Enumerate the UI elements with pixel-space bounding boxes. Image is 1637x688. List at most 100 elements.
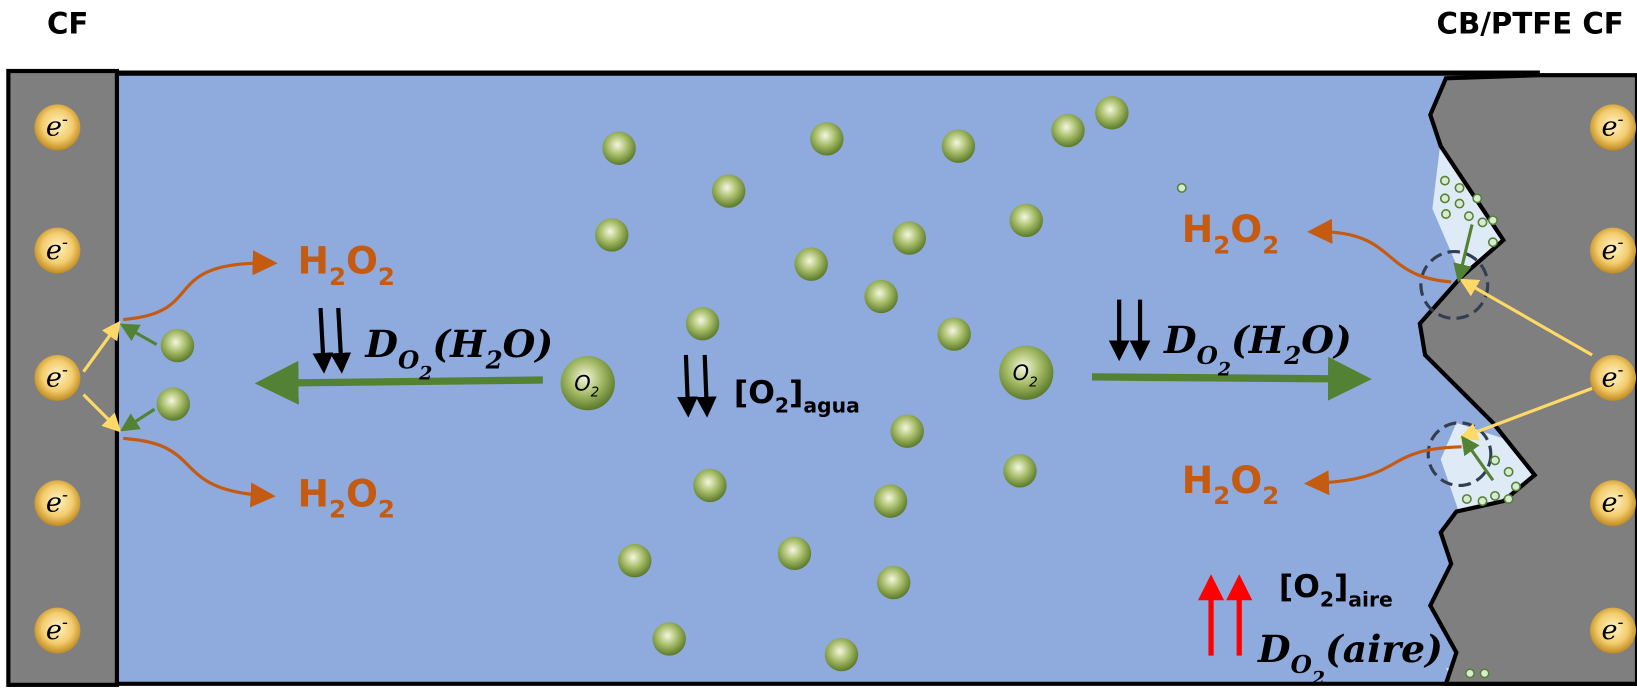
diffusion-label-part: O) [1301,318,1352,362]
product-label-part: 2 [378,495,395,524]
small-bubble [1465,212,1473,220]
electron-label-part: - [1618,613,1624,633]
small-bubble [1455,199,1463,207]
oxygen-bubble [602,132,635,165]
concentration-label-part: [O [1279,569,1320,605]
product-label-part: O [1230,207,1262,251]
electron-label-part: - [1618,110,1624,130]
electron-label-part: e [1602,235,1618,266]
diffusion-label-part: (aire) [1325,627,1443,671]
oxygen-bubble [778,537,811,570]
oxygen-label-part: 2 [1029,374,1038,390]
oxygen-bubble [874,484,907,517]
electron-label-part: e [1602,488,1618,519]
concentration-label-part: 2 [775,393,789,417]
diffusion-label-part: (H [432,322,487,366]
oxygen-label-part: 2 [591,385,600,401]
electron-label-part: - [1618,360,1624,380]
electron-label-part: - [62,486,68,506]
oxygen-bubble [686,307,719,340]
diffusion-label-part: 2 [418,363,432,385]
diffusion-label-part: O [1291,650,1313,679]
oxygen-bubble [693,469,726,502]
product-label-part: 2 [329,495,346,524]
oxygen-bubble [942,129,975,162]
oxygen-bubble [877,566,910,599]
diagram: CF CB/PTFE CF e-e-e-e-e-e-e-e-e-e-H2O2H2… [0,0,1637,688]
concentration-label-part: ] [1334,569,1348,605]
product-label-part: O [346,471,378,515]
small-bubble [1441,194,1449,202]
small-bubble [1466,669,1474,677]
oxygen-bubble [157,387,190,420]
oxygen-bubble [595,218,628,251]
oxygen-bubble [864,280,897,313]
electron-label-part: e [46,615,62,646]
concentration-label-part: ] [789,375,803,411]
small-bubble [1480,669,1488,677]
product-label-part: 2 [1262,481,1279,510]
oxygen-label-part: O [1013,361,1029,385]
oxygen-bubble [810,122,843,155]
diffusion-label-part: O [1197,341,1219,370]
oxygen-bubble [794,247,827,280]
small-bubble [1491,492,1499,500]
small-bubble [1489,238,1497,246]
diffusion-label-part: 2 [1311,667,1325,688]
oxygen-bubble [712,174,745,207]
product-label-part: H [298,239,329,283]
product-label-part: 2 [1213,230,1230,259]
small-bubble [1473,194,1481,202]
oxygen-bubble [1095,96,1128,129]
electron-label-part: - [62,233,68,253]
electron-label-part: e [46,112,62,143]
small-bubble [1478,218,1486,226]
electron-label-part: - [1618,486,1624,506]
small-bubble [1512,482,1520,490]
small-bubble [1491,456,1499,464]
oxygen-bubble [893,221,926,254]
electron-label-part: e [46,235,62,266]
small-bubble [1178,184,1186,192]
product-label-part: O [346,239,378,283]
oxygen-bubble [161,329,194,362]
electron-label-part: - [62,360,68,380]
oxygen-bubble [825,638,858,671]
oxygen-bubble [1003,454,1036,487]
diffusion-label-part: D [1163,318,1197,362]
product-label-part: H [298,471,329,515]
concentration-label-part: aire [1348,588,1393,612]
product-label-part: 2 [378,262,395,291]
diffusion-label-part: 2 [485,345,503,374]
small-bubble [1504,495,1512,503]
small-bubble [1478,497,1486,505]
small-bubble [1463,495,1471,503]
product-label-part: 2 [1213,481,1230,510]
right-electrode-label: CB/PTFE CF [1437,6,1624,40]
diffusion-label-part: O) [503,322,554,366]
small-bubble [1441,176,1449,184]
oxygen-bubble [938,317,971,350]
electron-label-part: e [1602,112,1618,143]
electron-label-part: e [46,362,62,393]
oxygen-bubble [1010,204,1043,237]
electron-label-part: - [62,110,68,130]
product-label-part: H [1182,458,1213,502]
diffusion-label-part: (H [1231,318,1286,362]
diffusion-label-part: D [1257,627,1291,671]
diffusion-label-part: D [364,322,398,366]
oxygen-label-part: O [574,371,590,395]
product-label-part: H [1182,207,1213,251]
small-bubble [1442,210,1450,218]
product-label-part: O [1230,458,1262,502]
oxygen-bubble [653,622,686,655]
electron-label-part: e [1602,615,1618,646]
oxygen-bubble [618,544,651,577]
electron-label-part: e [46,488,62,519]
product-label-part: 2 [329,262,346,291]
electron-label-part: e [1602,362,1618,393]
electron-label-part: - [1618,233,1624,253]
diffusion-label-part: 2 [1217,358,1231,380]
product-label-part: 2 [1262,230,1279,259]
electron-label-part: - [62,613,68,633]
